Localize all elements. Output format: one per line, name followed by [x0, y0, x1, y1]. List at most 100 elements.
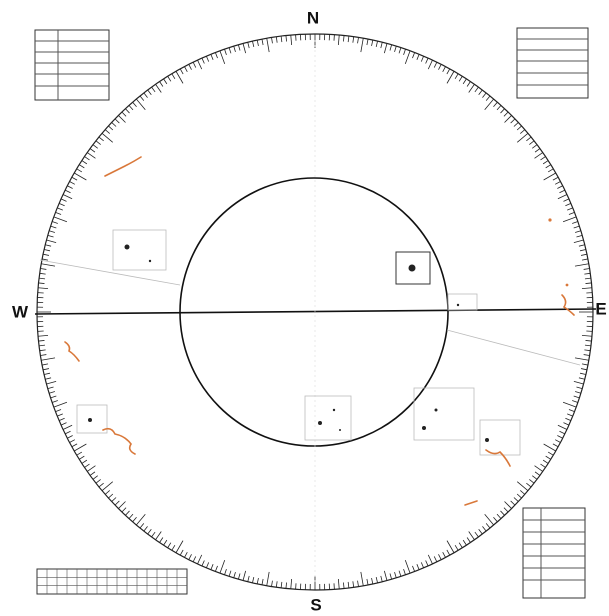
degree-tick — [357, 580, 359, 587]
degree-tick — [578, 377, 585, 380]
degree-tick — [565, 203, 572, 207]
degree-tick — [573, 380, 584, 385]
degree-tick — [542, 160, 549, 165]
guide-line — [446, 329, 581, 366]
degree-tick — [256, 577, 259, 585]
degree-tick — [188, 64, 192, 70]
degree-tick — [404, 50, 411, 65]
degree-tick — [552, 443, 559, 448]
degree-tick — [557, 194, 568, 200]
degree-tick — [64, 430, 71, 435]
degree-tick — [151, 86, 156, 93]
degree-tick — [139, 523, 145, 529]
degree-tick — [215, 565, 218, 572]
degree-tick — [47, 234, 54, 238]
degree-tick — [433, 61, 438, 68]
degree-tick — [175, 540, 184, 553]
degree-tick — [256, 39, 259, 47]
degree-tick — [38, 282, 45, 284]
degree-tick — [584, 344, 591, 347]
degree-tick — [280, 36, 283, 43]
degree-tick — [573, 239, 584, 244]
degree-tick — [52, 221, 58, 224]
degree-tick — [143, 92, 148, 98]
degree-tick — [404, 559, 411, 574]
degree-tick — [155, 84, 162, 93]
degree-tick — [39, 349, 46, 352]
degree-ring — [37, 34, 593, 590]
degree-tick — [478, 89, 483, 96]
degree-tick — [520, 490, 526, 495]
degree-tick — [118, 501, 126, 509]
degree-tick — [62, 424, 73, 430]
degree-tick — [563, 422, 570, 426]
degree-tick — [360, 571, 364, 586]
degree-tick — [572, 400, 578, 403]
degree-tick — [516, 493, 522, 499]
degree-tick — [42, 368, 50, 371]
degree-tick — [266, 38, 270, 53]
degree-tick — [567, 413, 573, 417]
degree-tick — [446, 71, 455, 84]
degree-tick — [45, 244, 52, 247]
degree-tick — [563, 198, 570, 202]
degree-tick — [108, 493, 114, 499]
degree-tick — [510, 118, 516, 124]
degree-tick — [371, 577, 374, 585]
degree-tick — [60, 422, 67, 426]
degree-tick — [526, 482, 532, 488]
degree-tick — [496, 105, 502, 111]
degree-tick — [375, 576, 378, 583]
degree-tick — [580, 253, 588, 256]
sunspot-groups — [76, 229, 521, 456]
degree-tick — [39, 272, 46, 275]
degree-tick — [581, 363, 588, 366]
degree-tick — [484, 513, 495, 526]
degree-tick — [184, 66, 188, 73]
degree-tick — [104, 129, 110, 134]
degree-tick — [513, 122, 519, 127]
degree-tick — [147, 89, 152, 96]
degree-tick — [64, 189, 71, 194]
degree-tick — [224, 49, 227, 55]
degree-tick — [39, 344, 46, 347]
degree-tick — [132, 517, 137, 523]
degree-tick — [543, 443, 556, 452]
degree-tick — [89, 471, 96, 476]
degree-tick — [108, 125, 114, 131]
degree-tick — [547, 451, 554, 456]
degree-tick — [438, 64, 442, 70]
degree-tick — [247, 42, 250, 49]
degree-tick — [531, 475, 538, 480]
degree-tick — [114, 118, 120, 124]
degree-tick — [542, 459, 549, 464]
degree-tick — [171, 544, 176, 551]
east-label: E — [595, 299, 606, 318]
degree-tick — [69, 181, 76, 185]
degree-tick — [503, 507, 509, 513]
degree-tick — [371, 39, 374, 47]
degree-tick — [462, 78, 467, 85]
degree-tick — [197, 554, 203, 565]
degree-tick — [290, 35, 293, 46]
degree-tick — [44, 249, 51, 252]
degree-tick — [581, 287, 592, 290]
degree-tick — [516, 481, 529, 492]
degree-tick — [104, 490, 110, 495]
degree-tick — [188, 554, 192, 560]
degree-tick — [540, 156, 546, 161]
degree-tick — [62, 194, 73, 200]
degree-tick — [285, 35, 287, 42]
degree-tick — [135, 513, 146, 526]
degree-tick — [485, 95, 491, 101]
degree-tick — [285, 582, 287, 589]
degree-tick — [46, 239, 57, 244]
degree-tick — [49, 230, 56, 233]
degree-tick — [101, 132, 114, 143]
degree-tick — [526, 136, 532, 142]
degree-tick — [578, 244, 585, 247]
degree-tick — [343, 35, 345, 42]
degree-tick — [442, 551, 446, 558]
